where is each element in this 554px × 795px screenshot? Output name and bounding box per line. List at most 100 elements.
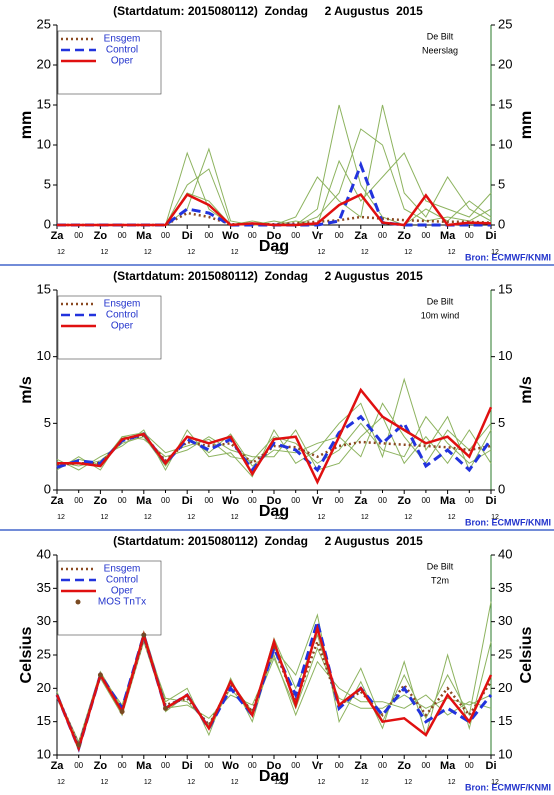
- annotation: De Bilt: [427, 561, 454, 571]
- x-axis-label: Dag: [259, 238, 289, 255]
- x-tick-sublabel: 12: [448, 779, 456, 786]
- x-tick-label: Di: [182, 495, 193, 507]
- x-tick-sublabel: 12: [144, 249, 152, 256]
- y-tick-label-right: 10: [498, 136, 512, 151]
- x-tick-label: Do: [267, 230, 282, 242]
- x-tick-sublabel: 12: [361, 779, 369, 786]
- y-tick-label-right: 30: [498, 613, 512, 628]
- x-tick-label: Zo: [397, 495, 411, 507]
- x-tick-sublabel: 12: [101, 779, 109, 786]
- x-minor-tick-label: 00: [204, 231, 213, 240]
- x-minor-tick-label: 00: [248, 496, 257, 505]
- mos-point: [97, 672, 103, 678]
- y-tick-label-right: 25: [498, 16, 512, 31]
- ensemble-member-line: [56, 415, 492, 467]
- x-minor-tick-label: 00: [465, 496, 474, 505]
- x-minor-tick-label: 00: [248, 761, 257, 770]
- y-tick-label: 25: [37, 16, 51, 31]
- x-tick-label: Za: [354, 760, 368, 772]
- x-tick-label: Wo: [222, 230, 239, 242]
- y-tick-label-right: 20: [498, 56, 512, 71]
- y-tick-label: 20: [37, 56, 51, 71]
- legend-label: Oper: [111, 321, 134, 332]
- mos-point: [119, 709, 125, 715]
- x-minor-tick-label: 00: [465, 761, 474, 770]
- x-tick-sublabel: 12: [318, 249, 326, 256]
- x-tick-sublabel: 12: [274, 249, 282, 256]
- x-tick-sublabel: 12: [274, 514, 282, 521]
- x-tick-label: Vr: [312, 495, 324, 507]
- x-tick-label: Ma: [440, 495, 456, 507]
- legend-box: [57, 560, 162, 636]
- annotation: Neerslag: [422, 45, 458, 55]
- y-axis-label-right: Celsius: [518, 626, 535, 683]
- x-tick-sublabel: 12: [57, 249, 65, 256]
- x-minor-tick-label: 00: [204, 496, 213, 505]
- y-tick-label: 10: [37, 348, 51, 363]
- series-line: [56, 433, 492, 466]
- x-tick-sublabel: 12: [404, 779, 412, 786]
- y-axis-label: m/s: [18, 376, 35, 404]
- legend-box: [57, 295, 162, 360]
- x-tick-sublabel: 12: [187, 779, 195, 786]
- x-tick-sublabel: 12: [318, 779, 326, 786]
- y-tick-label-right: 0: [498, 481, 505, 496]
- x-tick-sublabel: 12: [231, 249, 239, 256]
- x-tick-sublabel: 12: [144, 779, 152, 786]
- chart-title: (Startdatum: 2015080112) Zondag 2 August…: [113, 4, 423, 18]
- y-tick-label: 10: [37, 746, 51, 761]
- x-tick-label: Di: [486, 495, 497, 507]
- y-tick-label: 15: [37, 713, 51, 728]
- y-tick-label-right: 35: [498, 580, 512, 595]
- chart-title: (Startdatum: 2015080112) Zondag 2 August…: [113, 269, 423, 283]
- y-tick-label: 15: [37, 96, 51, 111]
- x-tick-label: Vr: [312, 760, 324, 772]
- x-tick-sublabel: 12: [448, 514, 456, 521]
- x-tick-label: Zo: [397, 230, 411, 242]
- x-minor-tick-label: 00: [118, 496, 127, 505]
- legend-marker: [75, 599, 81, 605]
- x-tick-sublabel: 12: [187, 249, 195, 256]
- legend-label: Oper: [111, 586, 134, 597]
- y-tick-label-right: 25: [498, 646, 512, 661]
- x-tick-sublabel: 12: [187, 514, 195, 521]
- x-tick-label: Za: [51, 760, 65, 772]
- x-tick-sublabel: 12: [361, 514, 369, 521]
- legend-label: Ensgem: [104, 299, 141, 310]
- x-tick-label: Zo: [397, 760, 411, 772]
- chart-title: (Startdatum: 2015080112) Zondag 2 August…: [113, 534, 423, 548]
- x-tick-label: Zo: [94, 495, 108, 507]
- series-line: [56, 414, 493, 473]
- legend-label: Control: [106, 310, 138, 321]
- x-tick-sublabel: 12: [318, 514, 326, 521]
- x-minor-tick-label: 00: [74, 761, 83, 770]
- x-tick-label: Ma: [136, 230, 152, 242]
- y-tick-label: 30: [37, 613, 51, 628]
- y-axis-label-right: m/s: [518, 376, 535, 404]
- x-tick-label: Ma: [136, 495, 152, 507]
- y-tick-label-right: 20: [498, 680, 512, 695]
- x-tick-sublabel: 12: [448, 249, 456, 256]
- y-tick-label: 40: [37, 546, 51, 561]
- y-tick-label-right: 10: [498, 746, 512, 761]
- y-tick-label: 25: [37, 646, 51, 661]
- y-tick-label-right: 15: [498, 281, 512, 296]
- x-minor-tick-label: 00: [378, 496, 387, 505]
- mos-point: [163, 705, 168, 711]
- y-axis-label: Celsius: [18, 626, 35, 683]
- x-minor-tick-label: 00: [118, 231, 127, 240]
- source: Bron: ECMWF/KNMI: [465, 782, 551, 792]
- y-tick-label-right: 5: [498, 415, 505, 430]
- x-tick-sublabel: 12: [101, 514, 109, 521]
- x-tick-label: Ma: [440, 760, 456, 772]
- x-axis-label: Dag: [259, 503, 289, 520]
- x-tick-label: Wo: [222, 760, 239, 772]
- x-minor-tick-label: 00: [378, 761, 387, 770]
- y-tick-label: 20: [37, 680, 51, 695]
- x-tick-label: Do: [267, 495, 282, 507]
- x-minor-tick-label: 00: [465, 231, 474, 240]
- x-tick-sublabel: 12: [57, 514, 65, 521]
- x-minor-tick-label: 00: [204, 761, 213, 770]
- y-tick-label: 10: [37, 136, 51, 151]
